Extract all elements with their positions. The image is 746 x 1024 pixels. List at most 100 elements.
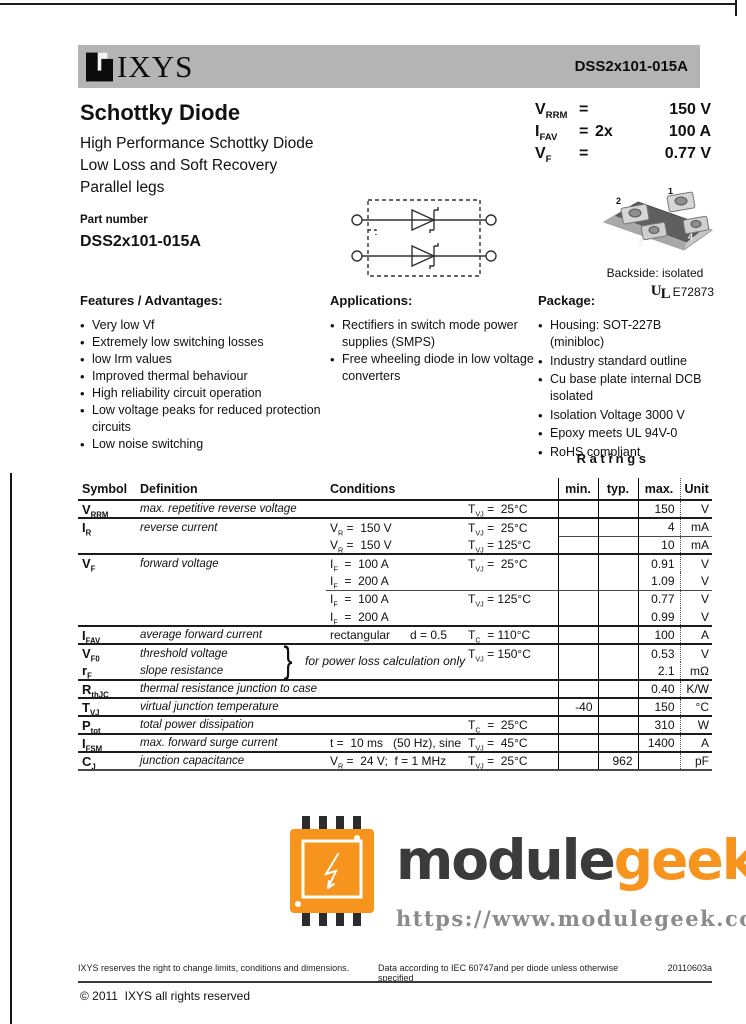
ratings-table: Symbol Definition Conditions min. typ. m… (78, 478, 713, 771)
unit-cell: V (679, 553, 713, 572)
min-cell: -40 (557, 697, 599, 716)
definition-cell (136, 590, 326, 608)
typ-cell (597, 500, 639, 518)
spec-eq: = (579, 101, 589, 118)
typ-cell: 962 (597, 751, 639, 770)
header-bar: IXYS DSS2x101-015A (78, 45, 700, 88)
condition-cell: t = 10 ms (50 Hz), sine (326, 733, 464, 752)
page-edge-tick (735, 0, 737, 16)
features-heading: Features / Advantages: (80, 293, 223, 308)
applications-section: Applications: Rectifiers in switch mode … (330, 293, 535, 385)
ixys-logo-text: IXYS (117, 49, 194, 84)
unit-cell: V (679, 500, 713, 518)
col-header-conditions: Conditions (326, 478, 559, 501)
condition-temp-cell: TVJ = 25°C (464, 517, 559, 536)
package-section: Package: Housing: SOT-227B (minibloc) In… (538, 293, 716, 462)
watermark-url: https://www.modulegeek.com (396, 906, 746, 931)
list-item: Improved thermal behaviour (80, 368, 328, 385)
max-cell: 0.53 (637, 643, 681, 662)
condition-cell (326, 697, 464, 716)
max-cell: 150 (637, 500, 681, 518)
max-cell: 10 (637, 535, 681, 554)
typ-cell (597, 553, 639, 572)
symbol-cell: rF (82, 663, 92, 680)
condition-temp-cell (464, 572, 558, 590)
min-cell (557, 589, 599, 608)
header-part-number: DSS2x101-015A (574, 58, 688, 75)
col-header-symbol: Symbol (78, 478, 136, 501)
symbol-cell: TVJ (78, 697, 136, 716)
footer-disclaimer: IXYS reserves the right to change limits… (78, 963, 350, 973)
definition-cell: max. repetitive reverse voltage (140, 503, 297, 515)
condition-temp-cell (464, 679, 559, 698)
col-header-definition: Definition (136, 478, 326, 501)
features-list: Very low Vf Extremely low switching loss… (80, 317, 328, 453)
typ-cell (597, 662, 639, 680)
table-row: IF = 100 A TVJ = 125°C 0.77 V (78, 589, 713, 608)
min-cell (557, 625, 599, 644)
table-row: VF forward voltage IF = 100 A TVJ = 25°C… (78, 553, 713, 572)
list-item: Housing: SOT-227B (minibloc) (538, 317, 716, 351)
condition-temp-cell: TVJ = 25°C (464, 553, 559, 572)
unit-cell: A (679, 733, 713, 752)
condition-temp-cell: TVJ = 150°C (464, 643, 559, 662)
page-edge-line-left (10, 473, 12, 1024)
symbol-cell: VF (78, 553, 136, 572)
definition-cell: threshold voltage (136, 643, 326, 662)
col-header-min: min. (557, 478, 599, 501)
watermark-brand: modulegeek (396, 828, 746, 892)
typ-cell (597, 589, 639, 608)
condition-temp-cell: TC = 110°C (464, 625, 559, 644)
definition-cell (136, 572, 326, 590)
table-row: IR reverse current VR = 150 V TVJ = 25°C… (78, 517, 713, 536)
typ-cell (597, 733, 639, 752)
min-cell (557, 662, 599, 680)
definition-cell: reverse current (136, 517, 326, 536)
max-cell: 2.1 (637, 662, 681, 680)
table-row: rF slope resistance 2.1 mΩ (78, 662, 713, 680)
condition-temp-cell (464, 608, 558, 626)
table-row: CJ junction capacitance VR = 24 V; f = 1… (78, 751, 713, 770)
spec-eq: = (579, 145, 589, 162)
spec-symbol: VRRM (535, 101, 568, 122)
symbol-cell (78, 536, 136, 554)
brand-module: module (396, 828, 616, 892)
condition-temp-cell (464, 662, 558, 680)
circuit-diagram (351, 199, 497, 277)
max-cell: 0.99 (637, 608, 681, 626)
typ-cell (597, 643, 639, 662)
condition-cell: VR = 150 V (330, 537, 392, 554)
table-row: TVJ virtual junction temperature -40 150… (78, 697, 713, 716)
brand-geek: geek (613, 828, 746, 892)
package-caption: Backside: isolated (606, 266, 704, 280)
pin-label: 4 (688, 232, 693, 242)
subtitle-line: Parallel legs (80, 179, 165, 196)
table-row: IF = 200 A 1.09 V (78, 572, 713, 590)
brace-note: for power loss calculation only (305, 654, 466, 668)
chip-icon (290, 816, 374, 926)
applications-heading: Applications: (330, 293, 413, 308)
list-item: Very low Vf (80, 317, 328, 334)
definition-cell: virtual junction temperature (136, 697, 326, 716)
symbol-cell: RthJC (78, 679, 136, 698)
condition-cell: IF = 100 A (326, 589, 464, 608)
key-specs: VRRM = 150 V IFAV = 2x 100 A VF = 0.77 V (535, 101, 711, 167)
unit-cell: mΩ (679, 662, 713, 680)
symbol-cell: VRRM (82, 501, 109, 519)
condition-temp-cell: TVJ = 125°C (464, 589, 559, 608)
min-cell (557, 751, 599, 770)
condition-temp-cell: TC = 25°C (464, 715, 559, 734)
min-cell (557, 553, 599, 572)
list-item: Cu base plate internal DCB isolated (538, 371, 716, 405)
typ-cell (597, 625, 639, 644)
table-row: VRRM max. repetitive reverse voltage TVJ… (78, 500, 713, 519)
table-row: RthJC thermal resistance junction to cas… (78, 679, 713, 698)
symbol-cell (78, 572, 136, 590)
typ-cell (597, 697, 639, 716)
condition-cell: IF = 200 A (330, 573, 389, 590)
symbol-cell: CJ (78, 751, 136, 770)
unit-cell: mA (679, 517, 713, 536)
table-row: IFSM max. forward surge current t = 10 m… (78, 733, 713, 752)
table-header-row: Symbol Definition Conditions min. typ. m… (78, 478, 713, 501)
definition-cell: thermal resistance junction to case (136, 679, 326, 698)
